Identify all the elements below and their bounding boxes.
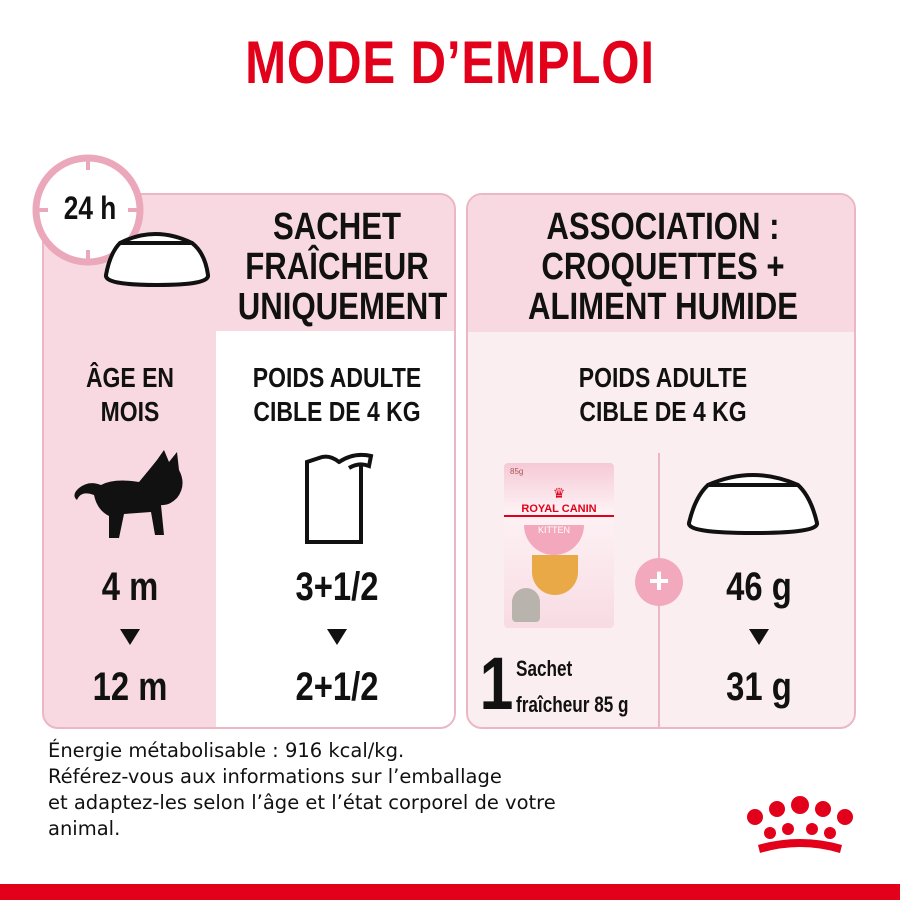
age-label-line: MOIS (100, 396, 160, 427)
header-line: ASSOCIATION : (546, 206, 780, 248)
kibble-to: 31 g (726, 665, 792, 709)
footer-note: Énergie métabolisable : 916 kcal/kg. Réf… (48, 738, 556, 842)
age-label: ÂGE EN MOIS (59, 361, 200, 429)
arrow-down-icon (120, 629, 140, 645)
cat-image (512, 588, 540, 622)
sachet-text-line: Sachet (516, 656, 573, 681)
weight-label-line: POIDS ADULTE (252, 362, 422, 393)
brand-bar (0, 884, 900, 900)
age-from: 4 m (101, 565, 159, 609)
pouch-brand: ROYAL CANIN (504, 503, 614, 517)
header-line: ALIMENT HUMIDE (527, 286, 799, 328)
crown-icon: ♛ (552, 485, 566, 501)
weight-label-line: CIBLE DE 4 KG (253, 396, 421, 427)
sachets-from: 3+1/2 (295, 565, 379, 609)
sachet-text: Sachet fraîcheur 85 g (516, 651, 629, 723)
food-image (532, 555, 578, 595)
sachet-text-line: fraîcheur 85 g (516, 692, 629, 717)
bowl-icon (687, 473, 819, 536)
age-to: 12 m (92, 665, 168, 709)
kitten-icon (74, 450, 183, 538)
clock-icon (32, 154, 144, 266)
plus-icon: + (635, 558, 683, 606)
footer-line: Énergie métabolisable : 916 kcal/kg. (48, 739, 405, 762)
bowl-icon (104, 232, 210, 288)
pouch-icon (305, 452, 374, 544)
clock-label: 24 h (63, 190, 117, 226)
combination-header-bg (468, 195, 854, 332)
sachet-count: 1 (479, 642, 514, 725)
pouch-variety: KITTEN (524, 525, 584, 555)
header-line: CROQUETTES + (541, 246, 785, 288)
weight-label: POIDS ADULTE CIBLE DE 4 KG (238, 361, 436, 429)
footer-line: Référez-vous aux informations sur l’emba… (48, 765, 502, 788)
header-line: UNIQUEMENT (237, 286, 448, 328)
pouch-product-image: 85g ♛ ROYAL CANIN KITTEN (504, 463, 614, 628)
kibble-from: 46 g (726, 565, 792, 609)
sachet-only-header: SACHET FRAÎCHEUR UNIQUEMENT (237, 206, 448, 328)
age-label-line: ÂGE EN (85, 362, 175, 393)
header-line: SACHET (272, 206, 402, 248)
weight-label-line: POIDS ADULTE (578, 362, 748, 393)
header-line: FRAÎCHEUR (245, 246, 429, 288)
combination-panel: ASSOCIATION : CROQUETTES + ALIMENT HUMID… (466, 193, 856, 729)
combination-header: ASSOCIATION : CROQUETTES + ALIMENT HUMID… (503, 207, 823, 327)
royal-canin-crown-logo (747, 796, 853, 853)
pouch-weight: 85g (510, 467, 524, 476)
weight-label: POIDS ADULTE CIBLE DE 4 KG (503, 361, 823, 429)
footer-line: animal. (48, 817, 121, 840)
footer-line: et adaptez-les selon l’âge et l’état cor… (48, 791, 556, 814)
arrow-down-icon (749, 629, 769, 645)
page-title: MODE D’EMPLOI (245, 29, 655, 96)
arrow-down-icon (327, 629, 347, 645)
sachet-only-panel: SACHET FRAÎCHEUR UNIQUEMENT ÂGE EN MOIS … (42, 193, 456, 729)
sachets-to: 2+1/2 (295, 665, 379, 709)
weight-label-line: CIBLE DE 4 KG (579, 396, 747, 427)
